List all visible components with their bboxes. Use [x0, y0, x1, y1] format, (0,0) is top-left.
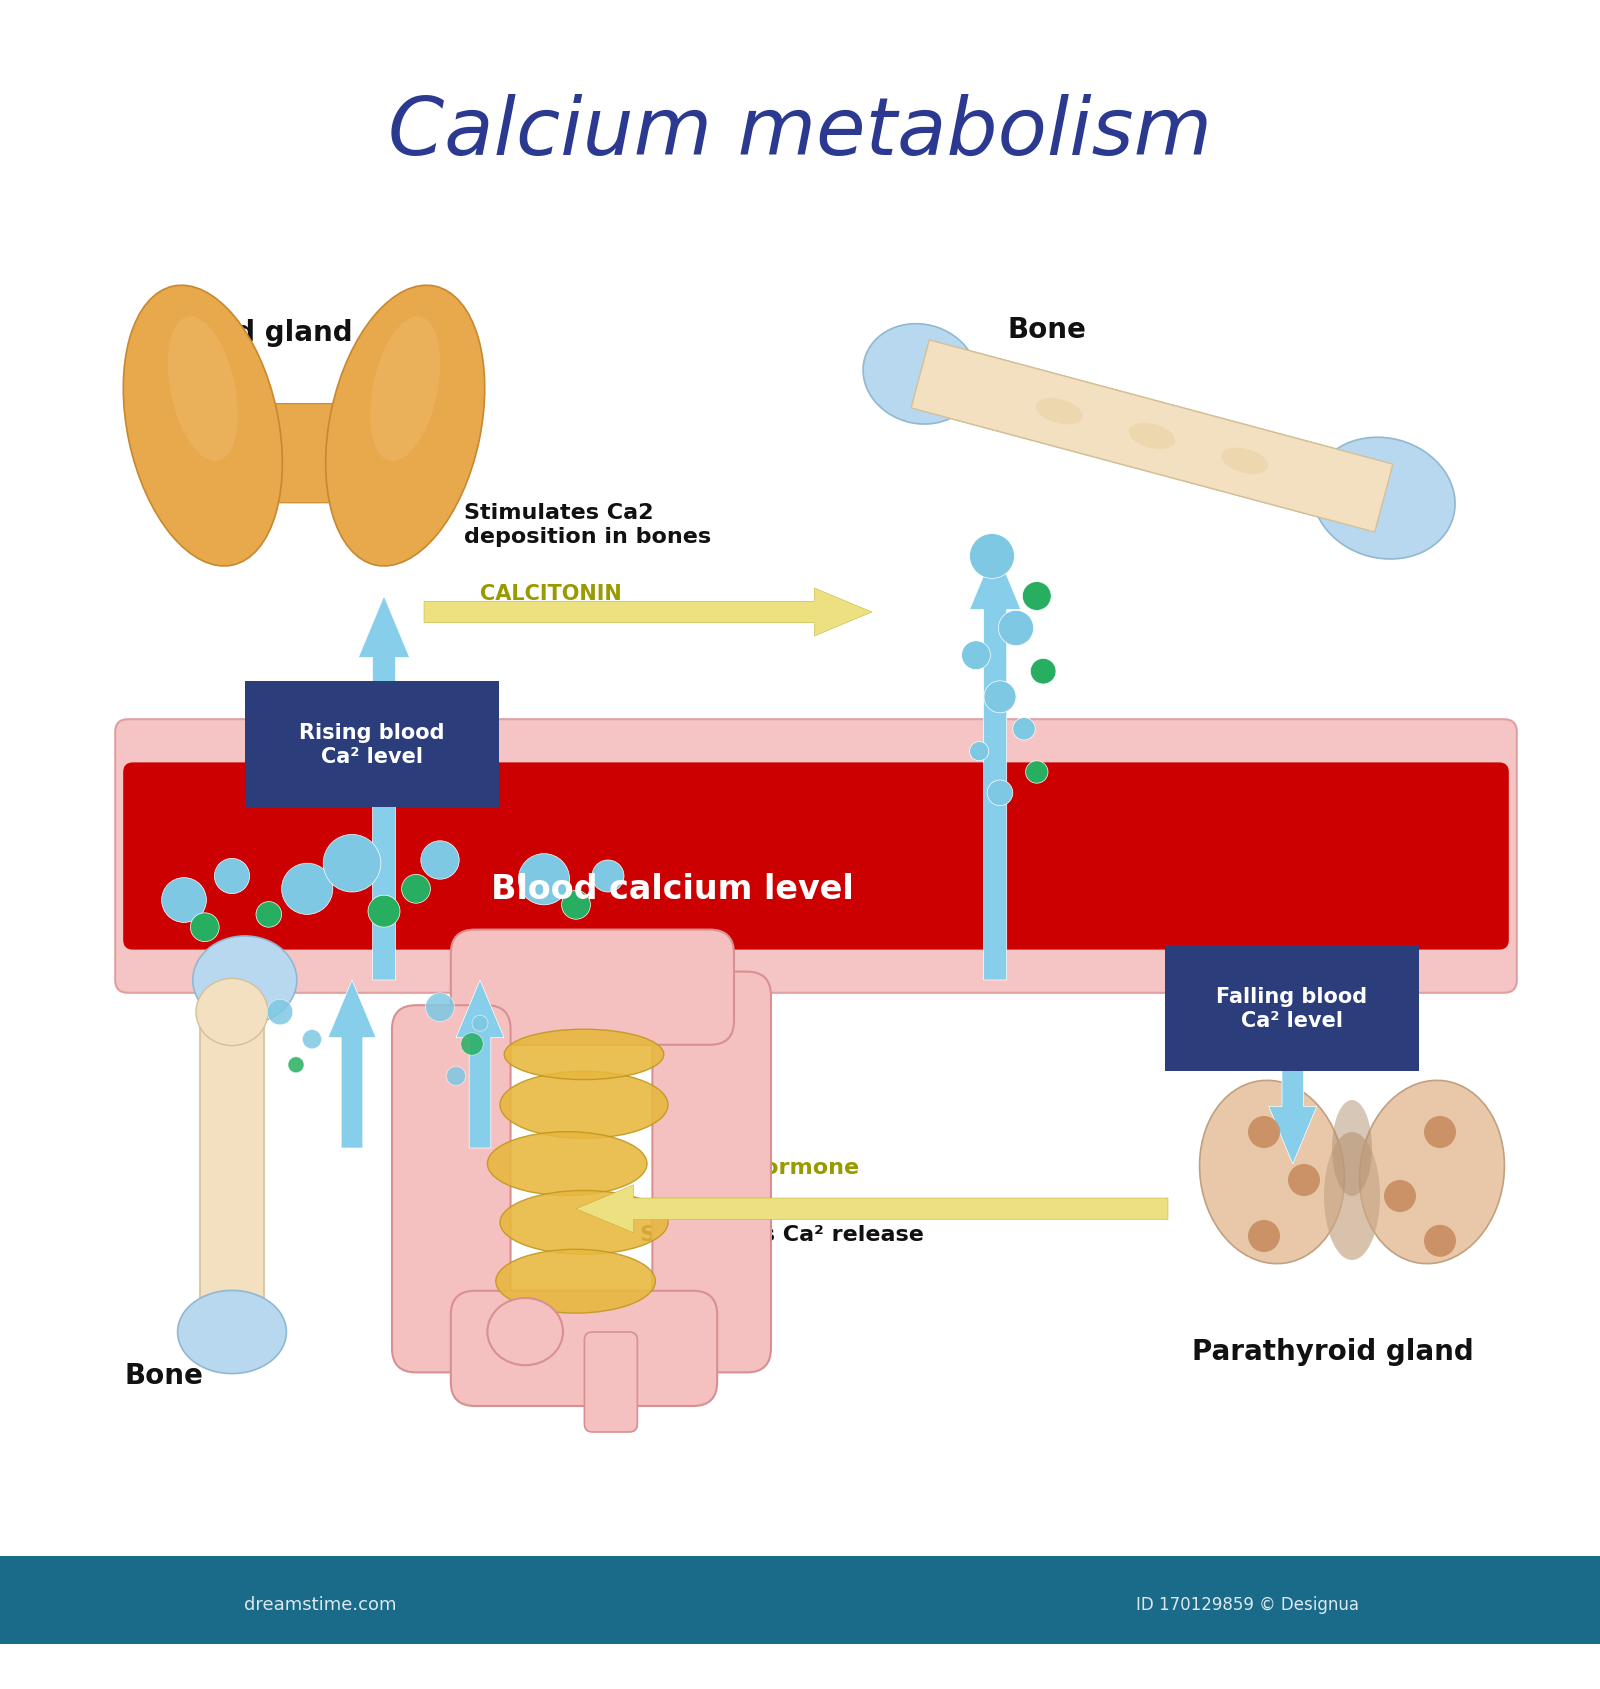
- FancyBboxPatch shape: [1165, 946, 1419, 1071]
- Ellipse shape: [1331, 1100, 1373, 1196]
- Text: Thyroid gland: Thyroid gland: [136, 319, 352, 346]
- Circle shape: [1384, 1181, 1416, 1213]
- Text: Parathyroid gland: Parathyroid gland: [1192, 1338, 1474, 1365]
- Circle shape: [998, 611, 1034, 647]
- Circle shape: [1424, 1116, 1456, 1149]
- Text: Stimulates Ca² release: Stimulates Ca² release: [640, 1225, 923, 1245]
- Ellipse shape: [123, 285, 282, 566]
- Circle shape: [984, 681, 1016, 713]
- FancyBboxPatch shape: [0, 1556, 1600, 1643]
- Polygon shape: [1269, 980, 1317, 1164]
- Polygon shape: [424, 589, 872, 637]
- Text: Parathormone: Parathormone: [680, 1157, 859, 1177]
- Circle shape: [1248, 1219, 1280, 1252]
- Polygon shape: [328, 980, 376, 1149]
- Circle shape: [1030, 659, 1056, 684]
- Ellipse shape: [499, 1071, 669, 1138]
- Circle shape: [282, 863, 333, 915]
- Circle shape: [402, 875, 430, 904]
- Polygon shape: [970, 549, 1021, 980]
- FancyBboxPatch shape: [245, 681, 499, 807]
- Circle shape: [190, 914, 219, 942]
- Circle shape: [970, 741, 989, 762]
- Ellipse shape: [1200, 1081, 1344, 1263]
- FancyBboxPatch shape: [451, 1290, 717, 1407]
- Circle shape: [426, 993, 454, 1022]
- Circle shape: [461, 1034, 483, 1056]
- Text: Intestines: Intestines: [488, 1361, 645, 1390]
- FancyBboxPatch shape: [237, 404, 371, 503]
- Circle shape: [518, 855, 570, 905]
- Circle shape: [592, 860, 624, 892]
- Text: Falling blood
Ca² level: Falling blood Ca² level: [1216, 986, 1368, 1030]
- Circle shape: [288, 1057, 304, 1073]
- Text: Stimulates Ca2
deposition in bones: Stimulates Ca2 deposition in bones: [464, 503, 710, 546]
- Circle shape: [472, 1015, 488, 1032]
- Circle shape: [267, 1000, 293, 1025]
- Text: dreamstime.com: dreamstime.com: [243, 1594, 397, 1613]
- Circle shape: [421, 841, 459, 880]
- Ellipse shape: [1312, 437, 1454, 559]
- Circle shape: [970, 534, 1014, 579]
- Ellipse shape: [1360, 1081, 1504, 1263]
- Circle shape: [1424, 1225, 1456, 1257]
- Ellipse shape: [1128, 424, 1176, 449]
- Ellipse shape: [862, 324, 978, 426]
- Ellipse shape: [192, 936, 296, 1025]
- Ellipse shape: [1221, 449, 1269, 475]
- Circle shape: [1013, 718, 1035, 740]
- Circle shape: [323, 834, 381, 892]
- Polygon shape: [576, 1186, 1168, 1233]
- Text: Blood calcium level: Blood calcium level: [491, 873, 853, 905]
- FancyBboxPatch shape: [123, 763, 1509, 949]
- Polygon shape: [456, 980, 504, 1149]
- Ellipse shape: [370, 318, 440, 461]
- FancyBboxPatch shape: [392, 1005, 510, 1373]
- Ellipse shape: [499, 1191, 669, 1255]
- FancyBboxPatch shape: [653, 973, 771, 1373]
- Circle shape: [1288, 1164, 1320, 1196]
- Circle shape: [302, 1030, 322, 1049]
- Ellipse shape: [496, 1250, 656, 1314]
- Ellipse shape: [326, 285, 485, 566]
- Text: Bone: Bone: [125, 1361, 203, 1390]
- Ellipse shape: [168, 318, 238, 461]
- Circle shape: [162, 878, 206, 922]
- FancyBboxPatch shape: [115, 720, 1517, 993]
- Text: CALCITONIN: CALCITONIN: [480, 583, 622, 603]
- Text: Calcium metabolism: Calcium metabolism: [387, 95, 1213, 172]
- Ellipse shape: [488, 1299, 563, 1365]
- Circle shape: [256, 902, 282, 927]
- Circle shape: [214, 860, 250, 893]
- Circle shape: [368, 895, 400, 927]
- Circle shape: [987, 780, 1013, 806]
- Text: ID 170129859 © Designua: ID 170129859 © Designua: [1136, 1594, 1360, 1613]
- Circle shape: [1026, 762, 1048, 784]
- Circle shape: [962, 642, 990, 671]
- Circle shape: [1022, 583, 1051, 611]
- Ellipse shape: [195, 980, 269, 1045]
- Polygon shape: [358, 596, 410, 980]
- Circle shape: [1248, 1116, 1280, 1149]
- FancyBboxPatch shape: [451, 931, 734, 1045]
- Polygon shape: [910, 341, 1394, 532]
- Polygon shape: [910, 341, 1394, 532]
- Ellipse shape: [178, 1290, 286, 1373]
- Text: Rising blood
Ca² level: Rising blood Ca² level: [299, 723, 445, 767]
- Ellipse shape: [1035, 399, 1083, 426]
- Ellipse shape: [504, 1030, 664, 1079]
- FancyBboxPatch shape: [200, 975, 264, 1339]
- Circle shape: [446, 1067, 466, 1086]
- Text: Bone: Bone: [1008, 316, 1086, 343]
- Ellipse shape: [1325, 1132, 1379, 1260]
- Circle shape: [562, 890, 590, 919]
- FancyBboxPatch shape: [584, 1333, 637, 1432]
- Ellipse shape: [488, 1132, 646, 1196]
